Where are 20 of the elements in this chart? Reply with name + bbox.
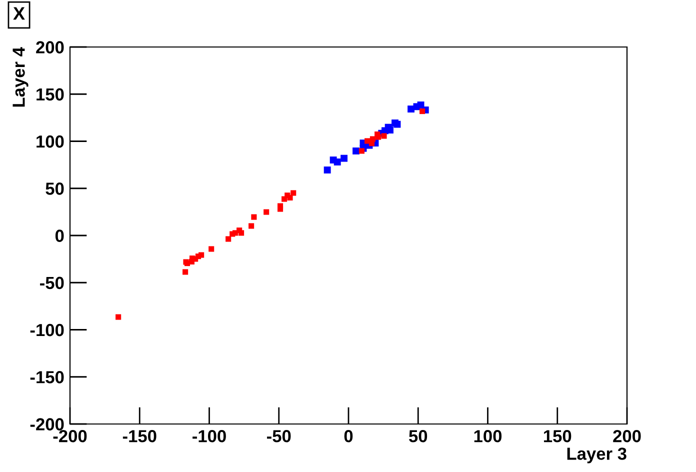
y-tick-label: -100 — [30, 324, 64, 336]
y-tick-label: -150 — [30, 371, 64, 384]
x-tick-label: 200 — [613, 430, 641, 442]
y-tick-label: 150 — [36, 88, 64, 101]
x-tick-label: -50 — [267, 430, 291, 442]
y-tick-label: 0 — [55, 230, 64, 242]
y-tick-label: 200 — [36, 41, 64, 54]
y-tick-label: 50 — [46, 182, 64, 195]
x-tick-label: -100 — [192, 430, 226, 442]
chart-title: X — [13, 7, 25, 20]
x-axis-title: Layer 3 — [567, 448, 626, 464]
y-tick-label: -200 — [30, 418, 64, 430]
x-tick-label: -150 — [122, 430, 156, 442]
y-axis-title: Layer 4 — [12, 47, 28, 107]
x-tick-label: 50 — [409, 430, 428, 442]
y-tick-label: 100 — [36, 135, 64, 148]
x-tick-label: 150 — [544, 430, 572, 442]
x-tick-label: 100 — [474, 430, 502, 442]
y-tick-label: -50 — [40, 276, 64, 290]
x-tick-label: 0 — [344, 430, 353, 442]
